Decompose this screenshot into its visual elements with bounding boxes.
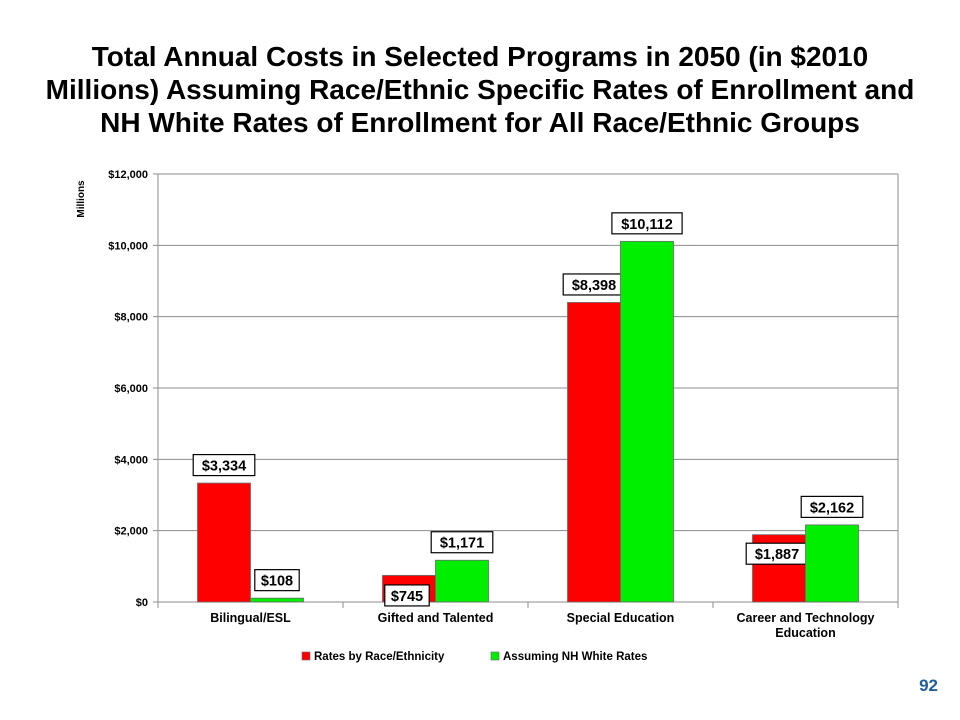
- y-tick-label: $10,000: [108, 240, 148, 252]
- title-line-2: Millions) Assuming Race/Ethnic Specific …: [45, 74, 915, 105]
- y-tick-label: $6,000: [114, 383, 148, 395]
- x-tick-label: Education: [775, 626, 835, 640]
- bar-race-ethnicity: [567, 302, 621, 603]
- y-tick-label: $12,000: [108, 169, 148, 181]
- bar-nh-white: [620, 240, 674, 603]
- data-label: $2,162: [810, 500, 854, 516]
- data-label: $108: [261, 574, 293, 590]
- data-label: $1,887: [755, 547, 799, 563]
- data-label: $10,112: [621, 217, 673, 233]
- chart-title: Total Annual Costs in Selected Programs …: [40, 40, 920, 139]
- data-label: $8,398: [572, 278, 616, 294]
- legend-label: Rates by Race/Ethnicity: [314, 651, 445, 663]
- x-tick-label: Bilingual/ESL: [210, 611, 291, 625]
- x-tick-label: Special Education: [567, 611, 675, 625]
- y-tick-label: $2,000: [114, 526, 148, 538]
- data-label-box: [430, 531, 494, 554]
- data-label-box: [611, 212, 683, 235]
- bar-nh-white: [805, 524, 859, 603]
- x-tick-label: Gifted and Talented: [378, 611, 494, 625]
- title-line-1: Total Annual Costs in Selected Programs …: [91, 41, 869, 72]
- page-number: 92: [919, 676, 938, 695]
- legend-swatch: [490, 651, 500, 661]
- data-label: $745: [391, 589, 423, 605]
- data-label-box: [800, 495, 864, 518]
- legend-label: Assuming NH White Rates: [503, 651, 647, 663]
- y-tick-label: $8,000: [114, 312, 148, 324]
- bar-nh-white: [250, 597, 304, 603]
- y-tick-label: $0: [136, 597, 148, 609]
- data-label: $3,334: [202, 459, 246, 475]
- data-label-box: [384, 584, 430, 607]
- bar-nh-white: [435, 559, 489, 603]
- data-label-box: [192, 453, 256, 477]
- bar-race-ethnicity: [197, 482, 251, 603]
- data-label: $1,171: [440, 536, 484, 552]
- x-tick-label: Career and Technology: [737, 611, 875, 625]
- y-tick-label: $4,000: [114, 454, 148, 466]
- title-line-3: NH White Rates of Enrollment for All Rac…: [100, 107, 860, 138]
- y-axis-label: Millions: [76, 180, 87, 218]
- data-label-box: [254, 569, 300, 592]
- legend-swatch: [301, 651, 311, 661]
